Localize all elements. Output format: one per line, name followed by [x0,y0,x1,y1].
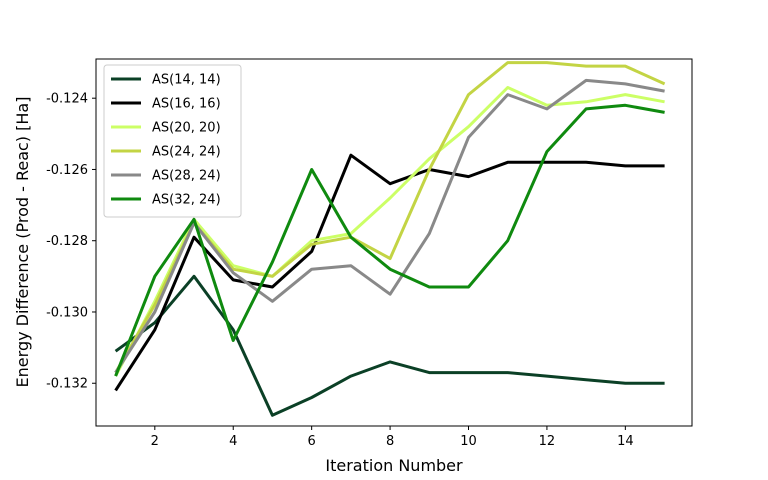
y-tick-label: -0.126 [46,163,88,178]
legend-item: AS(20, 20) [111,121,221,136]
series-line-5 [114,78,665,374]
series-line-6 [114,103,665,377]
y-axis: -0.132 -0.130 -0.128 -0.126 -0.124 [46,92,96,392]
y-tick-label: -0.130 [46,305,88,320]
legend-item: AS(28, 24) [111,169,221,184]
series-line-1 [114,274,665,417]
legend-item: AS(24, 24) [111,145,221,160]
series-lines [114,61,666,417]
legend-label: AS(16, 16) [152,97,221,112]
legend-item: AS(16, 16) [111,97,221,112]
x-tick-label: 4 [229,434,237,449]
x-tick-label: 14 [617,434,634,449]
x-tick-label: 2 [151,434,159,449]
legend-label: AS(20, 20) [152,121,221,136]
legend: AS(14, 14) AS(16, 16) AS(20, 20) AS(24, 24)… [103,64,242,218]
legend-item: AS(32, 24) [111,193,221,208]
y-tick-label: -0.128 [46,234,88,249]
y-tick-label: -0.124 [46,92,88,107]
legend-label: AS(24, 24) [152,145,221,160]
x-tick-label: 6 [308,434,316,449]
x-axis-label: Iteration Number [325,456,463,475]
y-axis-label: Energy Difference (Prod - Reac) [Ha] [13,97,32,388]
series-line-3 [114,86,665,377]
legend-item: AS(14, 14) [111,73,221,88]
x-tick-label: 8 [386,434,394,449]
x-axis: 2 4 6 8 10 12 14 [151,426,634,449]
legend-label: AS(14, 14) [152,73,221,88]
series-line-2 [114,153,665,392]
x-tick-label: 10 [460,434,477,449]
legend-label: AS(28, 24) [152,169,221,184]
y-tick-label: -0.132 [46,377,88,392]
x-tick-label: 12 [539,434,556,449]
legend-label: AS(32, 24) [152,193,221,208]
